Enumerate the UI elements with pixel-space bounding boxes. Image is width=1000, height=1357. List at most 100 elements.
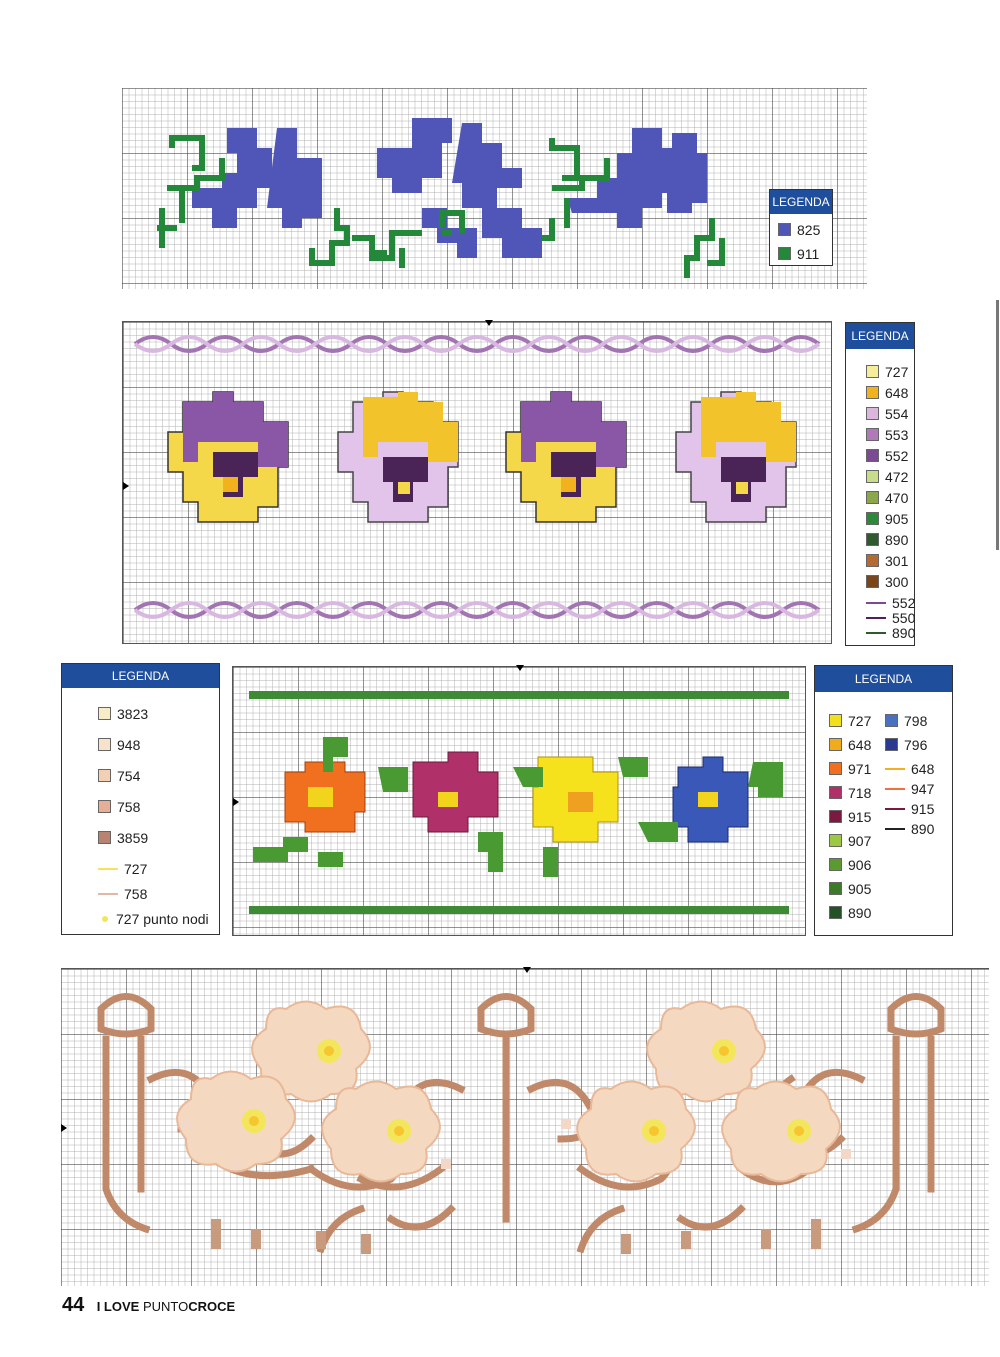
legend-item: 301 xyxy=(866,552,908,570)
center-marker-left xyxy=(233,798,239,806)
line-symbol xyxy=(885,788,905,790)
brand-prefix: I LOVE xyxy=(96,1299,143,1314)
primrose-border-chart xyxy=(232,665,806,936)
legend-item: 648 xyxy=(829,736,871,754)
line-symbol xyxy=(98,893,118,895)
legend-item: 3823 xyxy=(98,705,148,723)
legend-code: 915 xyxy=(848,809,872,825)
legend-item: 472 xyxy=(866,468,908,486)
page-number: 44 xyxy=(62,1294,85,1316)
legend-code: 798 xyxy=(904,713,928,729)
swatch xyxy=(829,906,842,919)
legend-code: 905 xyxy=(885,511,909,527)
legend-item: 648 xyxy=(885,760,934,778)
brand-middle: PUNTO xyxy=(142,1299,189,1314)
legend-item: 911 xyxy=(778,245,819,263)
legend-item: 552 xyxy=(866,447,908,465)
swatch xyxy=(778,247,791,260)
swatch xyxy=(866,533,879,546)
legend-item: 890 xyxy=(885,820,934,838)
swatch xyxy=(829,738,842,751)
legend-item: 300 xyxy=(866,573,908,591)
legend-code: 971 xyxy=(848,761,872,777)
legend-item: 3859 xyxy=(98,829,148,847)
legend-item: 971 xyxy=(829,760,871,778)
legend-item: 554 xyxy=(866,405,908,423)
pansy-border-chart xyxy=(122,320,832,644)
legend-code: 552 xyxy=(885,448,909,464)
legend-code: 3859 xyxy=(117,830,149,846)
legend-code: 552 xyxy=(892,595,916,611)
swatch xyxy=(829,834,842,847)
legend-title: LEGENDA xyxy=(846,323,914,349)
swatch xyxy=(885,714,898,727)
legend-code: 915 xyxy=(911,801,935,817)
swatch xyxy=(778,223,791,236)
primrose-legend-left: LEGENDA 3823 948 754 758 3859 727 758 727 punto… xyxy=(61,663,220,935)
line-symbol xyxy=(885,768,905,770)
page-edge-bar xyxy=(996,300,999,550)
pansy-border-pattern xyxy=(133,335,821,619)
floral-scroll-border-chart xyxy=(61,967,989,1286)
swatch xyxy=(829,786,842,799)
swatch xyxy=(866,386,879,399)
swatch xyxy=(829,858,842,871)
legend-item: 907 xyxy=(829,832,871,850)
legend-item: 825 xyxy=(778,221,820,239)
legend-item: 727 punto nodi xyxy=(98,910,209,928)
center-marker-top xyxy=(485,320,493,326)
violet-border-pattern xyxy=(157,118,725,278)
legend-code: 300 xyxy=(885,574,909,590)
swatch xyxy=(98,769,111,782)
legend-item: 890 xyxy=(866,624,915,642)
line-symbol xyxy=(866,632,886,634)
swatch xyxy=(866,365,879,378)
line-symbol xyxy=(866,617,886,619)
swatch xyxy=(885,738,898,751)
legend-item: 758 xyxy=(98,798,140,816)
legend-code: 890 xyxy=(892,625,916,641)
legend-code: 648 xyxy=(911,761,935,777)
swatch xyxy=(98,800,111,813)
swatch xyxy=(829,714,842,727)
legend-code: 947 xyxy=(911,781,935,797)
legend-code: 718 xyxy=(848,785,872,801)
legend-code: 470 xyxy=(885,490,909,506)
legend-code: 890 xyxy=(885,532,909,548)
legend-item: 550 xyxy=(866,609,915,627)
line-symbol xyxy=(98,868,118,870)
legend-code: 554 xyxy=(885,406,909,422)
legend-item: 727 xyxy=(98,860,147,878)
legend-code: 796 xyxy=(904,737,928,753)
legend-code: 890 xyxy=(848,905,872,921)
pansy-legend: LEGENDA 727 648 554 553 552 472 470 905 890 301 30… xyxy=(845,322,915,646)
legend-item: 906 xyxy=(829,856,871,874)
legend-item: 798 xyxy=(885,712,927,730)
legend-item: 915 xyxy=(885,800,934,818)
line-symbol xyxy=(885,808,905,810)
legend-code: 758 xyxy=(117,799,141,815)
swatch xyxy=(98,738,111,751)
swatch xyxy=(866,491,879,504)
swatch xyxy=(866,428,879,441)
swatch xyxy=(866,554,879,567)
legend-code: 727 xyxy=(848,713,872,729)
french-knot-symbol xyxy=(102,916,108,922)
legend-code: 553 xyxy=(885,427,909,443)
line-symbol xyxy=(885,828,905,830)
magazine-brand: I LOVE PUNTOCROCE xyxy=(97,1299,235,1314)
swatch xyxy=(866,449,879,462)
legend-item: 947 xyxy=(885,780,934,798)
swatch xyxy=(829,762,842,775)
legend-code: 758 xyxy=(124,886,148,902)
swatch xyxy=(98,707,111,720)
legend-code: 905 xyxy=(848,881,872,897)
legend-item: 915 xyxy=(829,808,871,826)
legend-item: 758 xyxy=(98,885,147,903)
legend-code: 472 xyxy=(885,469,909,485)
legend-title: LEGENDA xyxy=(815,666,952,692)
legend-code: 727 xyxy=(885,364,909,380)
legend-code: 727 xyxy=(124,861,148,877)
legend-item: 890 xyxy=(829,904,871,922)
center-marker-top xyxy=(523,967,531,973)
